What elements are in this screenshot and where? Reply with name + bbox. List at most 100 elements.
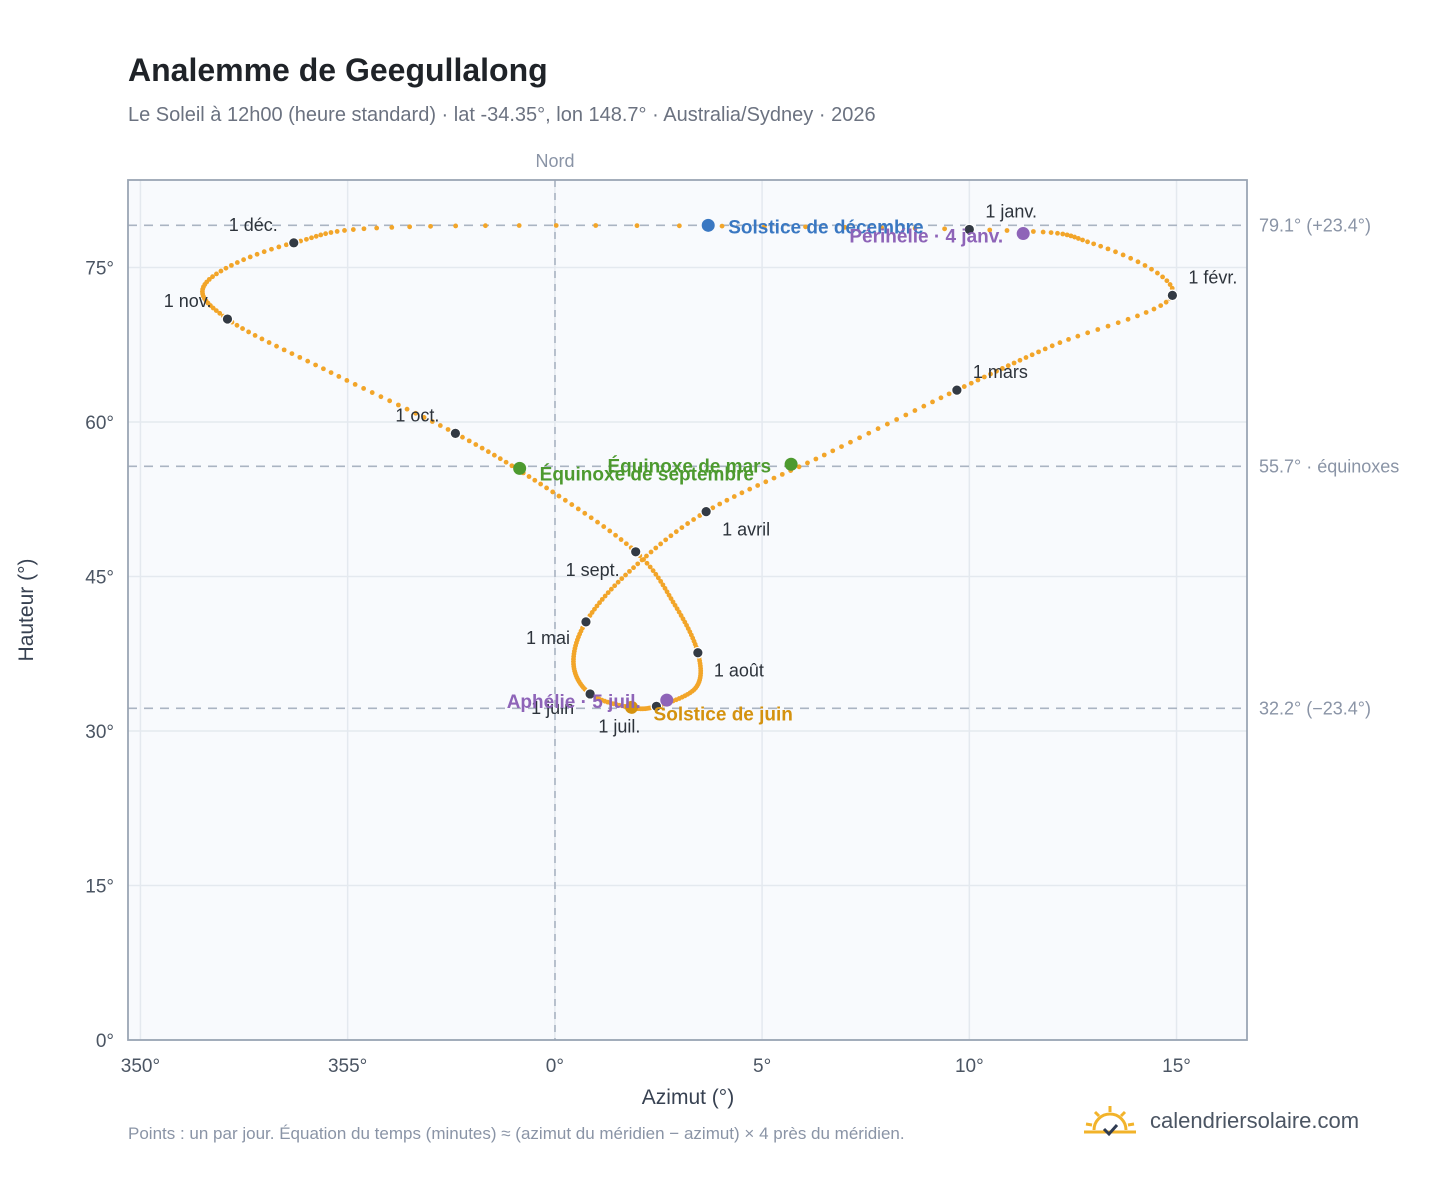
daily-sun-position	[627, 568, 632, 574]
month-marker	[584, 688, 596, 700]
analemma-curve	[199, 223, 1176, 712]
daily-sun-position	[1066, 337, 1071, 342]
daily-sun-position	[1075, 333, 1081, 339]
daily-sun-position	[241, 257, 247, 263]
daily-sun-position	[641, 557, 646, 562]
daily-sun-position	[676, 223, 682, 229]
daily-sun-position	[619, 576, 625, 582]
month-label: 1 oct.	[395, 405, 439, 425]
daily-sun-position	[1113, 249, 1118, 255]
month-marker	[449, 427, 462, 440]
daily-sun-position	[593, 223, 599, 228]
brand-name[interactable]: calendriersolaire.com	[1150, 1108, 1360, 1133]
daily-sun-position	[1149, 266, 1154, 272]
daily-sun-position	[304, 236, 309, 242]
daily-sun-position	[1164, 278, 1170, 284]
month-label: 1 janv.	[985, 201, 1037, 221]
daily-sun-position	[648, 549, 654, 555]
x-axis-ticks: 350° 355° 0° 5° 10° 15°	[121, 1056, 1191, 1077]
daily-sun-position	[318, 232, 324, 238]
daily-sun-position	[1029, 352, 1035, 358]
daily-sun-position	[485, 449, 491, 455]
x-tick-label: 350°	[121, 1056, 160, 1077]
x-tick-label: 5°	[753, 1056, 771, 1077]
daily-sun-position	[1011, 360, 1017, 366]
daily-sun-position	[1036, 349, 1041, 355]
daily-sun-position	[421, 415, 427, 420]
event-marker	[1016, 227, 1030, 241]
x-tick-label: 10°	[955, 1056, 984, 1077]
daily-sun-position	[428, 223, 433, 229]
daily-sun-position	[1005, 363, 1011, 369]
event-label: Équinoxe de septembre	[540, 463, 754, 485]
month-marker	[580, 616, 592, 628]
daily-sun-position	[653, 545, 659, 551]
daily-sun-position	[374, 225, 380, 231]
daily-sun-position	[921, 403, 927, 409]
daily-sun-position	[1040, 229, 1046, 235]
daily-sun-position	[839, 444, 844, 449]
event-label: Aphélie · 5 juil.	[507, 692, 641, 713]
daily-sun-position	[1017, 357, 1023, 363]
daily-sun-position	[618, 537, 624, 542]
daily-sun-position	[848, 439, 853, 445]
event-marker	[701, 218, 715, 232]
daily-sun-position	[395, 402, 401, 408]
month-marker	[650, 700, 663, 713]
daily-sun-position	[473, 442, 479, 447]
daily-sun-position	[685, 521, 691, 526]
daily-sun-position	[644, 560, 650, 566]
event-marker	[660, 693, 674, 707]
daily-sun-position	[894, 417, 900, 422]
daily-sun-position	[404, 406, 410, 412]
daily-sun-position	[602, 593, 608, 599]
daily-sun-position	[453, 223, 459, 229]
daily-sun-position	[429, 419, 435, 424]
daily-sun-position	[218, 268, 224, 274]
daily-sun-position	[437, 423, 443, 428]
month-marker	[221, 313, 234, 325]
daily-sun-position	[1055, 230, 1060, 236]
event-label: Équinoxe de mars	[607, 455, 771, 477]
daily-sun-position	[653, 571, 659, 577]
daily-sun-position	[328, 370, 334, 375]
daily-sun-position	[569, 502, 575, 507]
daily-sun-position	[254, 251, 260, 257]
daily-sun-position	[503, 459, 509, 465]
daily-sun-position	[1095, 327, 1101, 332]
daily-sun-position	[344, 377, 350, 383]
daily-sun-position	[538, 481, 544, 487]
event-marker	[513, 461, 527, 475]
daily-sun-position	[805, 460, 810, 466]
daily-sun-position	[229, 262, 234, 268]
daily-sun-position	[1128, 255, 1134, 261]
daily-sun-position	[342, 228, 347, 233]
daily-sun-position	[755, 483, 761, 488]
daily-sun-position	[975, 377, 981, 383]
daily-sun-position	[739, 490, 745, 496]
y-axis-label: Hauteur (°)	[15, 559, 38, 662]
daily-sun-position	[309, 235, 314, 241]
daily-sun-position	[623, 541, 629, 547]
daily-sun-position	[879, 225, 885, 231]
daily-sun-position	[259, 336, 265, 342]
daily-sun-position	[281, 347, 287, 353]
daily-sun-position	[615, 579, 621, 585]
daily-sun-position	[234, 260, 240, 265]
daily-sun-position	[710, 505, 716, 511]
daily-sun-position	[336, 374, 342, 379]
daily-sun-position	[252, 333, 258, 338]
daily-sun-position	[1158, 303, 1164, 309]
north-label: Nord	[535, 151, 574, 171]
brand[interactable]: calendriersolaire.com	[1082, 1104, 1359, 1138]
daily-sun-position	[313, 233, 319, 239]
daily-sun-position	[210, 274, 215, 280]
daily-sun-position	[544, 485, 549, 491]
month-marker	[1166, 289, 1179, 302]
daily-sun-position	[961, 384, 967, 389]
daily-sun-position	[323, 231, 329, 237]
y-tick-label: 30°	[85, 722, 114, 743]
daily-sun-position	[266, 340, 272, 345]
daily-sun-position	[1163, 299, 1169, 305]
daily-sun-position	[608, 586, 614, 592]
